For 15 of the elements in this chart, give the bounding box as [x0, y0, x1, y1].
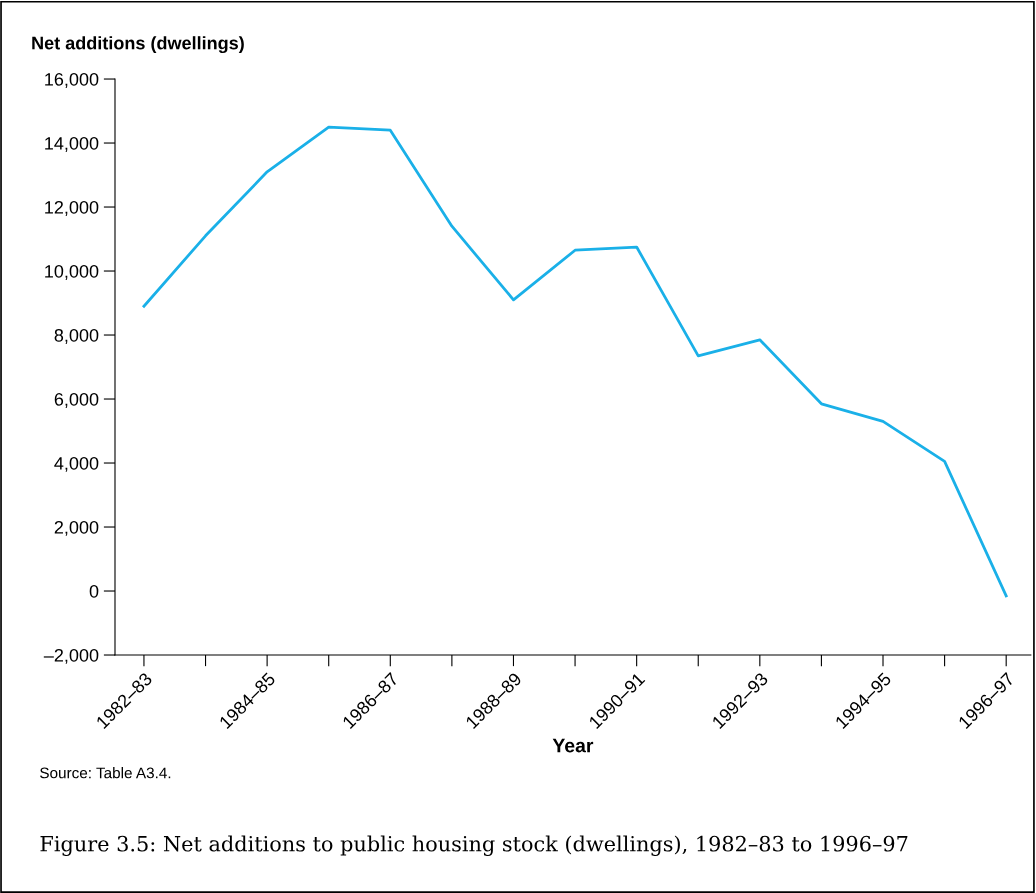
y-tick-label: 6,000 — [54, 392, 99, 408]
y-tick-label: 10,000 — [45, 264, 99, 280]
y-tick-label: 0 — [89, 584, 99, 598]
x-axis-title: Year — [552, 738, 594, 753]
line-series — [142, 125, 1008, 598]
source-note: Source: Table A3.4. — [40, 767, 171, 779]
y-tick-label: 8,000 — [54, 328, 99, 344]
y-tick-label: 2,000 — [54, 520, 99, 536]
y-tick-label: –2,000 — [43, 648, 99, 664]
y-axis-title: Net additions (dwellings) — [32, 36, 244, 54]
y-tick-label: 4,000 — [54, 456, 99, 472]
text: Figure 3.5: Net additions to public housing stock (dwellings), 1982–83 to 1996–97 — [40, 835, 908, 856]
y-tick-label: 12,000 — [45, 200, 99, 216]
y-tick-label: 14,000 — [45, 136, 99, 152]
y-tick-label: 16,000 — [45, 72, 99, 88]
